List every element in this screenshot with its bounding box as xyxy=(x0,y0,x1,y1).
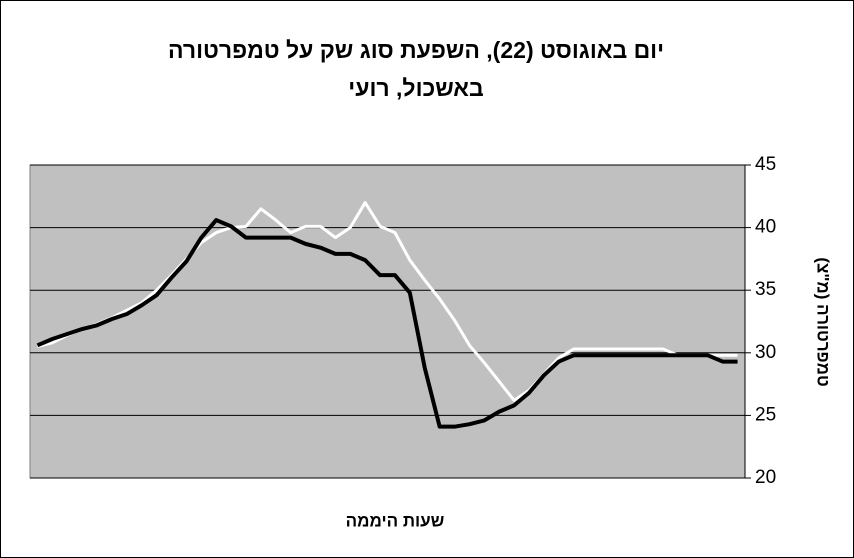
y-axis-label: טמפרטורה (מ"צ) xyxy=(814,257,833,386)
y-tick-label: 30 xyxy=(755,342,776,363)
series-line xyxy=(36,218,738,429)
y-tick-label: 20 xyxy=(755,467,776,488)
y-tick-label: 25 xyxy=(755,404,776,425)
series-line xyxy=(37,201,738,402)
plot-area xyxy=(29,164,746,479)
y-tick-label: 40 xyxy=(755,217,776,238)
chart-title: יום באוגוסט (22), השפעת סוג שק על טמפרטו… xyxy=(168,37,664,63)
y-tick-label: 45 xyxy=(755,154,776,175)
x-axis-label: שעות היממה xyxy=(346,511,445,530)
chart-title: באשכול, רועי xyxy=(348,75,483,101)
y-tick-label: 35 xyxy=(755,279,776,300)
